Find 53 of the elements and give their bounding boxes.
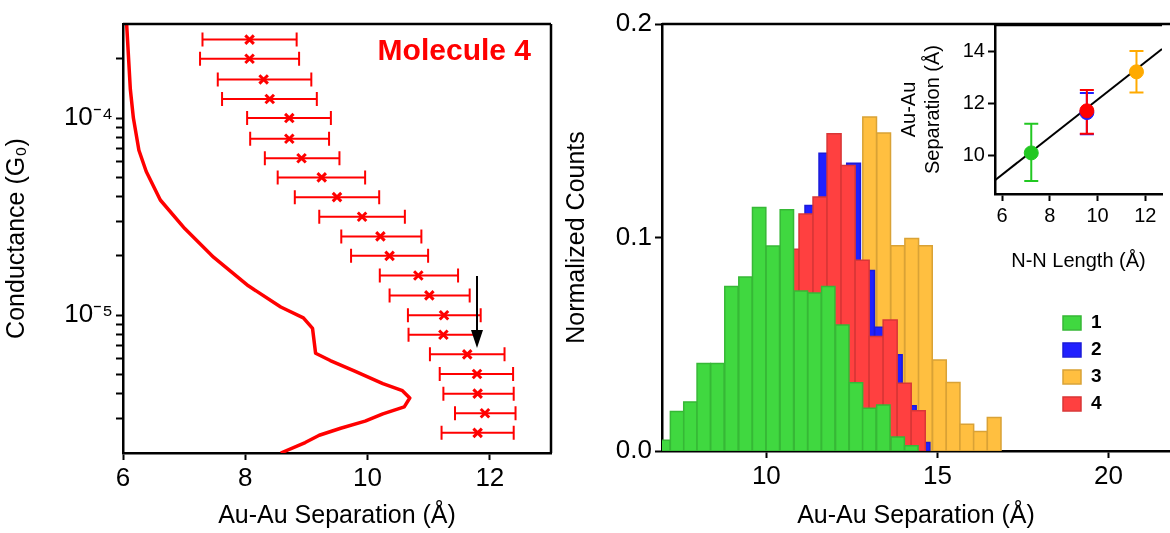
point	[283, 133, 296, 145]
point	[243, 33, 256, 46]
x-tick-label: 10	[1086, 203, 1109, 226]
point	[295, 152, 308, 165]
x-tick-label: 15	[922, 459, 952, 490]
y-tick-label: 10	[962, 142, 985, 165]
point	[461, 348, 473, 361]
legend-label: 2	[1091, 338, 1102, 360]
x-tick-label: 8	[1044, 203, 1056, 226]
x-tick-label: 12	[475, 461, 505, 492]
point	[257, 73, 270, 86]
x-tick-label: 6	[996, 203, 1008, 226]
x-tick-label: 20	[1093, 459, 1123, 490]
x-axis-title: Au-Au Separation (Å)	[797, 498, 1035, 528]
point	[1023, 145, 1039, 161]
x-tick-label: 8	[238, 461, 253, 492]
point	[283, 112, 296, 124]
y-axis-title: Normalized Counts	[560, 131, 589, 344]
x-tick-label: 10	[751, 459, 781, 490]
point	[412, 269, 425, 282]
y-tick-label: 14	[962, 38, 985, 61]
y-tick-label: 10⁻⁴	[63, 101, 113, 132]
y-tick-label: 10⁻⁵	[64, 298, 113, 329]
y-tick-label: 0.0	[615, 434, 652, 465]
legend-label: 3	[1091, 365, 1102, 387]
y-tick-label: 0.2	[615, 7, 652, 38]
legend-label: 4	[1091, 392, 1102, 414]
point	[471, 427, 484, 439]
point	[423, 289, 436, 302]
point	[243, 52, 256, 65]
point	[383, 250, 396, 262]
point	[374, 230, 387, 243]
y-axis-title: Au-Au Separation (Å)	[896, 45, 943, 174]
x-tick-label: 6	[115, 461, 131, 492]
point	[479, 407, 491, 420]
point	[356, 210, 368, 223]
point	[471, 368, 483, 380]
point	[438, 309, 450, 321]
point	[264, 93, 276, 105]
x-tick-label: 12	[1134, 203, 1157, 226]
x-axis-title: Au-Au Separation (Å)	[218, 498, 456, 528]
y-tick-label: 12	[962, 90, 985, 113]
x-axis-title: N-N Length (Å)	[1011, 248, 1146, 271]
y-tick-label: 0.1	[615, 220, 652, 251]
annotation: Molecule 4	[377, 33, 532, 67]
point	[437, 329, 450, 341]
point	[1128, 64, 1144, 80]
point	[315, 171, 328, 184]
point	[331, 191, 343, 203]
x-tick-label: 10	[353, 461, 383, 492]
legend-label: 1	[1091, 311, 1102, 333]
y-axis-title: Conductance (G₀)	[0, 138, 29, 339]
point	[471, 387, 484, 400]
